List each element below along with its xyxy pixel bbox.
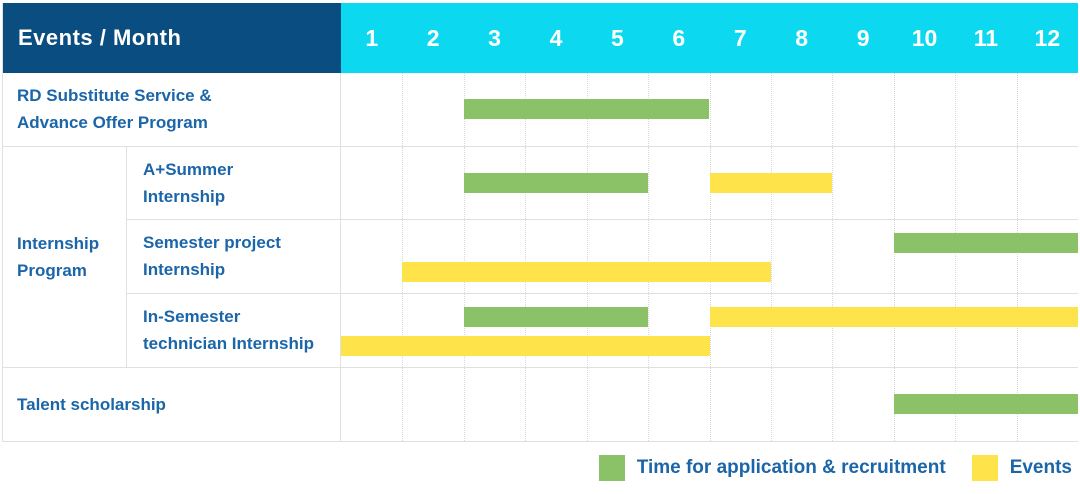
month-gridline (402, 220, 404, 293)
month-label-11: 11 (973, 24, 999, 51)
month-gridline (709, 73, 711, 146)
month-gridline (463, 293, 465, 367)
month-gridline (832, 220, 834, 293)
month-gridline (586, 368, 588, 441)
month-gridline (648, 220, 650, 293)
month-gridline (955, 146, 957, 219)
month-gridline (463, 220, 465, 293)
month-gridline (1016, 293, 1018, 367)
month-gridline (463, 368, 465, 441)
month-gridline (1016, 220, 1018, 293)
month-gridline (402, 73, 404, 146)
month-label-1: 1 (365, 24, 379, 51)
table-row: Semester project Internship (127, 220, 1078, 294)
month-header-row: 1 2 3 4 5 6 7 8 9 10 11 12 (341, 3, 1078, 73)
month-gridline (648, 293, 650, 367)
group-label: Internship Program (3, 146, 127, 367)
month-gridline (648, 146, 650, 219)
table-header-row: Events / Month 1 2 3 4 5 6 7 8 9 10 11 12 (3, 3, 1078, 73)
month-gridline (709, 368, 711, 441)
table-row: A+Summer Internship (127, 146, 1078, 220)
month-gridline (893, 293, 895, 367)
table-header-title: Events / Month (3, 3, 341, 73)
month-gridline (893, 73, 895, 146)
month-label-9: 9 (856, 24, 870, 51)
group-subrows: A+Summer Internship Semester project Inte… (127, 146, 1078, 367)
month-gridline (402, 146, 404, 219)
gantt-bar-application (463, 172, 649, 193)
row-chart-area (341, 220, 1078, 293)
month-label-6: 6 (672, 24, 686, 51)
month-gridline (709, 293, 711, 367)
month-gridline (832, 368, 834, 441)
row-label: A+Summer Internship (127, 146, 341, 219)
month-gridline (893, 220, 895, 293)
month-label-7: 7 (733, 24, 747, 51)
month-label-12: 12 (1034, 24, 1061, 51)
legend-label-application: Time for application & recruitment (636, 456, 946, 478)
month-gridline (955, 73, 957, 146)
month-gridline (402, 293, 404, 367)
gantt-bar-application (463, 306, 649, 327)
month-label-10: 10 (911, 24, 938, 51)
month-gridline (770, 220, 772, 293)
gantt-bar-application (463, 99, 710, 120)
table-row: Talent scholarship (3, 368, 1078, 442)
group-row: Internship Program A+Summer Internship Sem… (3, 146, 1078, 368)
table-row: RD Substitute Service & Advance Offer Pr… (3, 73, 1078, 147)
month-gridline (770, 293, 772, 367)
month-gridline (709, 220, 711, 293)
month-gridline (1016, 73, 1018, 146)
month-label-8: 8 (795, 24, 809, 51)
month-gridline (525, 293, 527, 367)
gantt-bar-application (893, 233, 1078, 253)
month-gridline (770, 73, 772, 146)
month-label-3: 3 (488, 24, 501, 51)
month-gridline (586, 220, 588, 293)
row-label: Semester project Internship (127, 220, 341, 293)
month-gridline (893, 146, 895, 219)
gantt-bar-events (709, 306, 1078, 327)
schedule-table: Events / Month 1 2 3 4 5 6 7 8 9 10 11 12 RD Substi… (2, 3, 1078, 442)
month-gridline (586, 293, 588, 367)
gantt-bar-events (402, 262, 771, 282)
month-gridline (1016, 146, 1018, 219)
month-gridline (955, 220, 957, 293)
row-chart-area (341, 368, 1078, 441)
month-gridline (832, 73, 834, 146)
month-gridline (525, 368, 527, 441)
row-label: In-Semester technician Internship (127, 293, 341, 367)
month-gridline (832, 293, 834, 367)
row-chart-area (341, 146, 1078, 219)
month-gridline (832, 146, 834, 219)
table-body: RD Substitute Service & Advance Offer Pr… (3, 73, 1078, 442)
month-label-5: 5 (611, 24, 624, 51)
table-row: In-Semester technician Internship (127, 293, 1078, 367)
legend-label-events: Events (1009, 456, 1072, 478)
month-label-2: 2 (426, 24, 440, 51)
gantt-bar-events (341, 335, 710, 356)
legend: Time for application & recruitment Event… (598, 441, 1072, 494)
gantt-bar-application (893, 394, 1078, 415)
row-chart-area (341, 73, 1078, 146)
month-gridline (525, 220, 527, 293)
month-gridline (955, 293, 957, 367)
month-gridline (770, 368, 772, 441)
gantt-bar-events (709, 172, 833, 193)
row-label: Talent scholarship (3, 368, 341, 441)
row-label: RD Substitute Service & Advance Offer Pr… (3, 73, 341, 146)
legend-swatch-application (598, 454, 625, 481)
month-gridline (648, 368, 650, 441)
month-label-4: 4 (549, 24, 563, 51)
row-chart-area (341, 293, 1078, 367)
month-gridline (402, 368, 404, 441)
legend-swatch-events (971, 454, 998, 481)
